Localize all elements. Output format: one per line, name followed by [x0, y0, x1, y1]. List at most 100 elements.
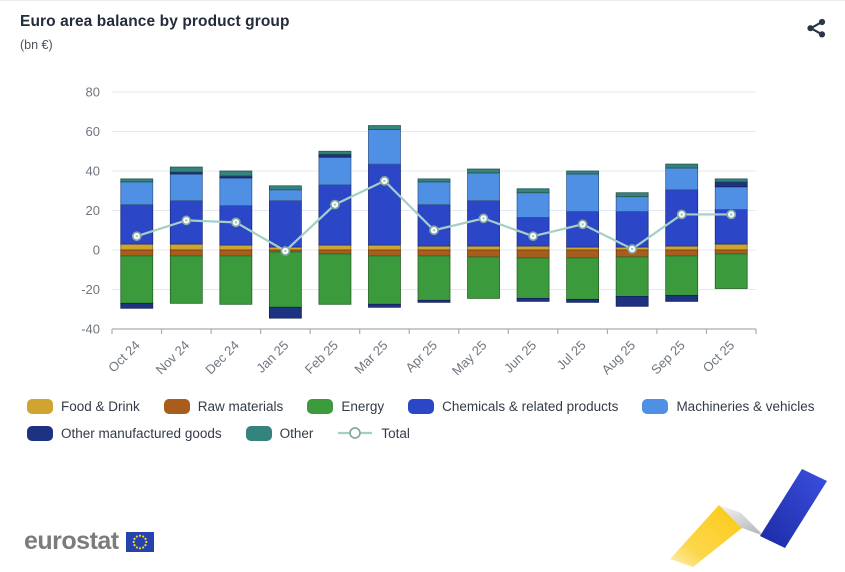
x-axis-label: Oct 25	[700, 338, 738, 376]
bar-segment[interactable]	[665, 255, 699, 296]
bar-segment[interactable]	[318, 150, 352, 155]
bar-segment[interactable]	[169, 249, 203, 257]
legend-item-food-drink[interactable]: Food & Drink	[27, 399, 140, 414]
bar-segment[interactable]	[714, 253, 748, 289]
total-line-marker-dot	[234, 221, 238, 224]
chart-legend: Food & Drink Raw materials Energy Chemicals…	[27, 399, 815, 441]
legend-item-other-manufactured-goods[interactable]: Other manufactured goods	[27, 425, 222, 441]
total-line-marker-dot	[383, 179, 386, 183]
bar-segment[interactable]	[615, 196, 649, 212]
bar-segment[interactable]	[714, 178, 748, 183]
bar-segment[interactable]	[268, 251, 302, 308]
bar-segment[interactable]	[665, 249, 699, 257]
bar-segment[interactable]	[120, 178, 154, 183]
bar-segment[interactable]	[219, 249, 253, 257]
bar-segment[interactable]	[268, 306, 302, 319]
bar-segment[interactable]	[467, 172, 500, 202]
bar-segment[interactable]	[368, 125, 401, 130]
legend-item-raw-materials[interactable]: Raw materials	[163, 399, 283, 414]
total-line-marker-dot	[680, 213, 683, 216]
legend-item-other[interactable]: Other	[245, 425, 314, 441]
bar-segment[interactable]	[566, 170, 600, 175]
bar-segment[interactable]	[368, 244, 401, 251]
bar-segment[interactable]	[219, 170, 253, 177]
bar-segment[interactable]	[417, 255, 451, 301]
bar-segment[interactable]	[615, 256, 649, 297]
bar-segment[interactable]	[169, 173, 203, 202]
bar-segment[interactable]	[318, 244, 352, 251]
legend-swatch	[27, 399, 53, 414]
eu-flag-icon	[125, 531, 154, 552]
bar-segment[interactable]	[516, 257, 550, 299]
bar-segment[interactable]	[417, 249, 451, 257]
bar-segment[interactable]	[714, 186, 748, 210]
share-button[interactable]	[803, 15, 829, 41]
bar-segment[interactable]	[318, 249, 352, 255]
bar-segment[interactable]	[566, 257, 600, 300]
bar-segment[interactable]	[665, 245, 699, 251]
bar-segment[interactable]	[417, 178, 451, 183]
bar-segment[interactable]	[368, 249, 401, 257]
bar-segment[interactable]	[368, 129, 401, 165]
total-line-marker-dot	[581, 223, 584, 226]
brand-text: eurostat	[24, 527, 119, 555]
bar-segment[interactable]	[417, 299, 451, 303]
bar-segment[interactable]	[169, 243, 203, 251]
bar-segment[interactable]	[516, 245, 550, 251]
bar-segment[interactable]	[615, 192, 649, 198]
bar-segment[interactable]	[665, 163, 699, 169]
x-axis-label: Sep 25	[648, 338, 688, 378]
bar-segment[interactable]	[566, 298, 600, 303]
bar-segment[interactable]	[714, 243, 748, 251]
bar-segment[interactable]	[417, 245, 451, 251]
bar-segment[interactable]	[566, 246, 600, 251]
bar-segment[interactable]	[368, 303, 401, 308]
ribbon-gray-fold	[719, 505, 764, 536]
bar-segment[interactable]	[467, 256, 500, 299]
total-line-marker-dot	[135, 234, 139, 238]
bar-segment[interactable]	[219, 177, 253, 206]
bar-segment[interactable]	[318, 156, 352, 186]
bar-segment[interactable]	[120, 243, 154, 251]
x-axis-label: Apr 25	[402, 338, 440, 376]
bar-segment[interactable]	[268, 200, 302, 248]
bar-segment[interactable]	[268, 185, 302, 191]
bar-segment[interactable]	[516, 249, 550, 259]
bar-segment[interactable]	[219, 244, 253, 251]
x-axis-label: Jan 25	[253, 338, 291, 376]
bar-segment[interactable]	[615, 296, 649, 307]
bar-segment[interactable]	[516, 192, 550, 218]
share-icon	[807, 18, 826, 38]
legend-label: Other	[279, 425, 314, 441]
bar-segment[interactable]	[467, 245, 500, 251]
bar-segment[interactable]	[516, 297, 550, 302]
bar-segment[interactable]	[665, 167, 699, 191]
bar-segment[interactable]	[318, 253, 352, 305]
legend-item-machineries-vehicles[interactable]: Machineries & vehicles	[642, 399, 815, 414]
bar-segment[interactable]	[318, 153, 352, 158]
legend-swatch	[408, 399, 435, 414]
legend-item-total[interactable]: Total	[337, 425, 410, 441]
bar-segment[interactable]	[268, 189, 302, 202]
legend-item-chemicals-related-products[interactable]: Chemicals & related products	[408, 399, 618, 414]
bar-segment[interactable]	[467, 249, 500, 258]
legend-row-1: Food & Drink Raw materials Energy Chemicals…	[27, 399, 815, 414]
bar-segment[interactable]	[566, 173, 600, 212]
bar-segment[interactable]	[714, 181, 748, 188]
bar-segment[interactable]	[169, 166, 203, 173]
bar-segment[interactable]	[467, 168, 500, 174]
bar-segment[interactable]	[665, 295, 699, 302]
bar-segment[interactable]	[219, 255, 253, 305]
bar-segment[interactable]	[120, 181, 154, 205]
bar-segment[interactable]	[120, 255, 154, 304]
bar-segment[interactable]	[368, 255, 401, 305]
bar-segment[interactable]	[120, 302, 154, 309]
legend-item-energy[interactable]: Energy	[307, 399, 384, 414]
bar-segment[interactable]	[566, 249, 600, 259]
bar-segment[interactable]	[120, 249, 154, 257]
bar-segment[interactable]	[516, 188, 550, 194]
bar-segment[interactable]	[417, 181, 451, 205]
bar-segment[interactable]	[417, 204, 451, 247]
bar-segment[interactable]	[169, 255, 203, 304]
bar-segment[interactable]	[714, 249, 748, 255]
